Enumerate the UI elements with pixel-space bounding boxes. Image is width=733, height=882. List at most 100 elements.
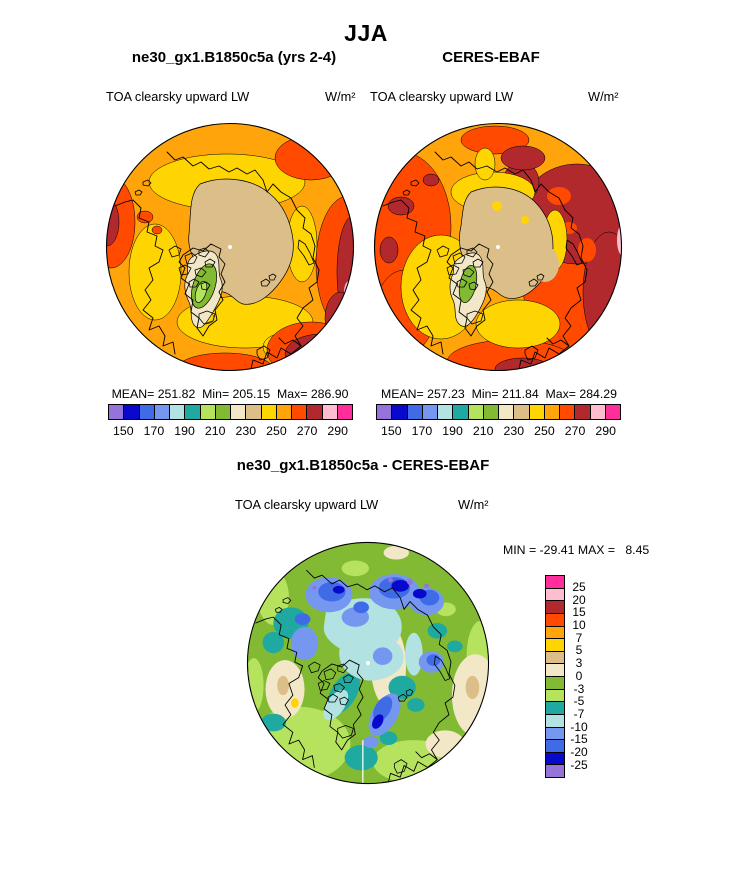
- colorbar-cell-p12: [276, 405, 292, 419]
- colorbar-cell-p7: [468, 405, 484, 419]
- diff-gold-spot: [290, 698, 299, 708]
- model-greenland-lightgreen-core: [194, 281, 208, 303]
- colorbar-cell-p12: [544, 405, 560, 419]
- colorbar-cell-p11: [546, 639, 564, 652]
- colorbar-cell-p16: [337, 405, 352, 419]
- obs-pole-dot: [496, 245, 500, 249]
- colorbar-cell-p11: [261, 405, 277, 419]
- tick-label: 230: [235, 424, 257, 438]
- colorbar-cell-p15: [546, 588, 564, 602]
- obs-colorbar-ticks: 150 170 190 210 230 250 270 290: [376, 424, 621, 438]
- colorbar-cell-p8: [483, 405, 499, 419]
- colorbar-cell-p6: [185, 405, 201, 419]
- model-colorbar-ticks: 150 170 190 210 230 250 270 290: [108, 424, 353, 438]
- colorbar-cell-p13: [546, 613, 564, 627]
- diff-mediumblue-regions: [332, 580, 427, 729]
- tick-label: -15: [570, 732, 588, 747]
- diff-colorbar: [545, 575, 565, 778]
- colorbar-cell-p3: [139, 405, 155, 419]
- diff-meridian-seam: [362, 740, 364, 784]
- colorbar-cell-p1: [546, 765, 564, 777]
- colorbar-cell-p1: [109, 405, 125, 419]
- diff-colorbar-ticks: 25 20 15 10 7 5 3 0 -3 -5 -7 -10 -15 -20 -25: [564, 581, 594, 771]
- tick-label: -5: [573, 694, 585, 709]
- obs-variable-label: TOA clearsky upward LW: [370, 89, 514, 104]
- colorbar-cell-p14: [307, 405, 323, 419]
- tick-label: 3: [575, 656, 583, 671]
- tick-label: 170: [143, 424, 165, 438]
- diff-panel-title: ne30_gx1.B1850c5a - CERES-EBAF: [236, 457, 490, 474]
- colorbar-cell-p9: [231, 405, 247, 419]
- colorbar-cell-p2: [546, 752, 564, 766]
- tick-label: 210: [472, 424, 494, 438]
- obs-colorbar: [376, 404, 621, 420]
- tick-label: 290: [327, 424, 348, 438]
- tick-label: 150: [381, 424, 402, 438]
- model-stats: MEAN= 251.82 Min= 205.15 Max= 286.90: [111, 387, 349, 401]
- model-map: [105, 122, 355, 372]
- tick-label: 10: [572, 618, 586, 633]
- colorbar-cell-p2: [124, 405, 140, 419]
- obs-map: [373, 122, 623, 372]
- tick-label: -20: [570, 744, 588, 759]
- colorbar-cell-p7: [546, 689, 564, 703]
- colorbar-cell-p5: [546, 714, 564, 728]
- diff-units-label: W/m²: [458, 497, 489, 512]
- colorbar-cell-p4: [422, 405, 438, 419]
- tick-label: 15: [572, 605, 586, 620]
- obs-map-rim: [373, 122, 623, 372]
- tick-label: 270: [564, 424, 586, 438]
- tick-label: 25: [572, 580, 586, 594]
- diff-map-rim: [246, 541, 490, 785]
- colorbar-cell-p7: [200, 405, 216, 419]
- colorbar-cell-p11: [529, 405, 545, 419]
- tick-label: 150: [113, 424, 134, 438]
- model-colorbar: [108, 404, 353, 420]
- tick-label: -3: [573, 681, 585, 696]
- colorbar-cell-p9: [499, 405, 515, 419]
- colorbar-cell-p13: [560, 405, 576, 419]
- model-variable-label: TOA clearsky upward LW: [106, 89, 250, 104]
- colorbar-cell-p5: [438, 405, 454, 419]
- colorbar-cell-p15: [590, 405, 606, 419]
- colorbar-cell-p10: [514, 405, 530, 419]
- colorbar-cell-p6: [453, 405, 469, 419]
- tick-label: 20: [572, 592, 586, 607]
- colorbar-cell-p15: [322, 405, 338, 419]
- colorbar-cell-p4: [546, 727, 564, 741]
- colorbar-cell-p8: [546, 677, 564, 690]
- tick-label: 170: [411, 424, 433, 438]
- colorbar-cell-p5: [170, 405, 186, 419]
- colorbar-cell-p3: [546, 740, 564, 753]
- tick-label: 190: [442, 424, 463, 438]
- diff-variable-label: TOA clearsky upward LW: [235, 497, 379, 512]
- tick-label: 190: [174, 424, 195, 438]
- colorbar-cell-p16: [605, 405, 620, 419]
- obs-tan-east-lobe: [531, 246, 559, 282]
- colorbar-cell-p6: [546, 702, 564, 715]
- model-panel-title: ne30_gx1.B1850c5a (yrs 2-4): [131, 49, 337, 66]
- tick-label: 210: [204, 424, 226, 438]
- obs-stats: MEAN= 257.23 Min= 211.84 Max= 284.29: [381, 387, 617, 401]
- colorbar-cell-p8: [215, 405, 231, 419]
- colorbar-cell-p10: [546, 651, 564, 665]
- colorbar-cell-p14: [575, 405, 591, 419]
- obs-units-label: W/m²: [588, 89, 619, 104]
- obs-yellow-inliers: [492, 201, 529, 224]
- colorbar-cell-p10: [246, 405, 262, 419]
- model-map-rim: [105, 122, 355, 372]
- model-pole-dot: [228, 245, 232, 249]
- colorbar-cell-p1: [377, 405, 393, 419]
- diff-map: [246, 541, 490, 785]
- tick-label: 250: [266, 424, 287, 438]
- colorbar-cell-p14: [546, 601, 564, 614]
- colorbar-cell-p2: [392, 405, 408, 419]
- colorbar-cell-p12: [546, 626, 564, 640]
- tick-label: 7: [575, 630, 583, 645]
- tick-label: 0: [575, 668, 583, 683]
- tick-label: -7: [573, 706, 585, 721]
- obs-panel-title: CERES-EBAF: [442, 49, 540, 66]
- diff-stats: MIN = -29.41 MAX = 8.45: [503, 543, 650, 557]
- tick-label: 230: [503, 424, 525, 438]
- figure-title: JJA: [344, 20, 388, 46]
